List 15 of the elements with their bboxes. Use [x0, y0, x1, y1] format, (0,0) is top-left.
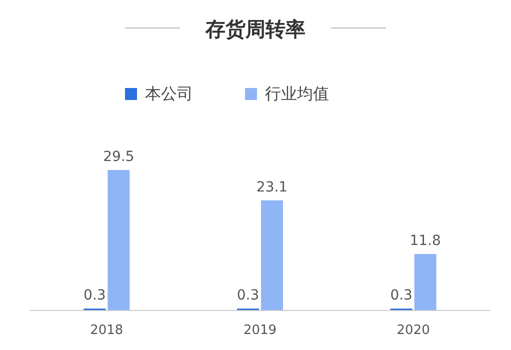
data-label: 0.3 [236, 288, 260, 304]
bar [261, 200, 283, 310]
data-label: 0.3 [390, 288, 412, 304]
bar [108, 170, 130, 310]
x-tick-label: 2019 [243, 323, 277, 338]
legend-label: 本公司 [145, 84, 193, 103]
data-label: 23.1 [256, 179, 288, 196]
x-tick-label: 2020 [396, 323, 430, 338]
legend-label: 行业均值 [265, 84, 329, 103]
data-label: 29.5 [103, 149, 134, 165]
chart-title: 存货周转率 [204, 17, 306, 41]
bar [414, 254, 436, 310]
data-label: 11.8 [410, 233, 441, 249]
x-tick-label: 2018 [90, 323, 124, 338]
data-label: 0.3 [84, 288, 106, 304]
